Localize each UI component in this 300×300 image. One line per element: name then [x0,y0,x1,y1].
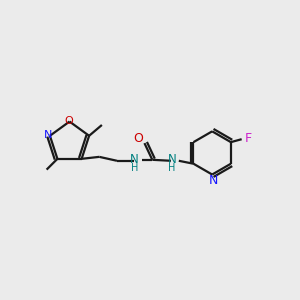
Text: H: H [168,163,175,173]
Text: N: N [168,153,176,166]
Text: O: O [64,116,73,126]
Text: N: N [44,130,52,140]
Text: F: F [245,132,252,145]
Text: O: O [134,132,143,145]
Text: N: N [208,174,218,187]
Text: N: N [130,153,139,166]
Text: H: H [131,163,138,173]
